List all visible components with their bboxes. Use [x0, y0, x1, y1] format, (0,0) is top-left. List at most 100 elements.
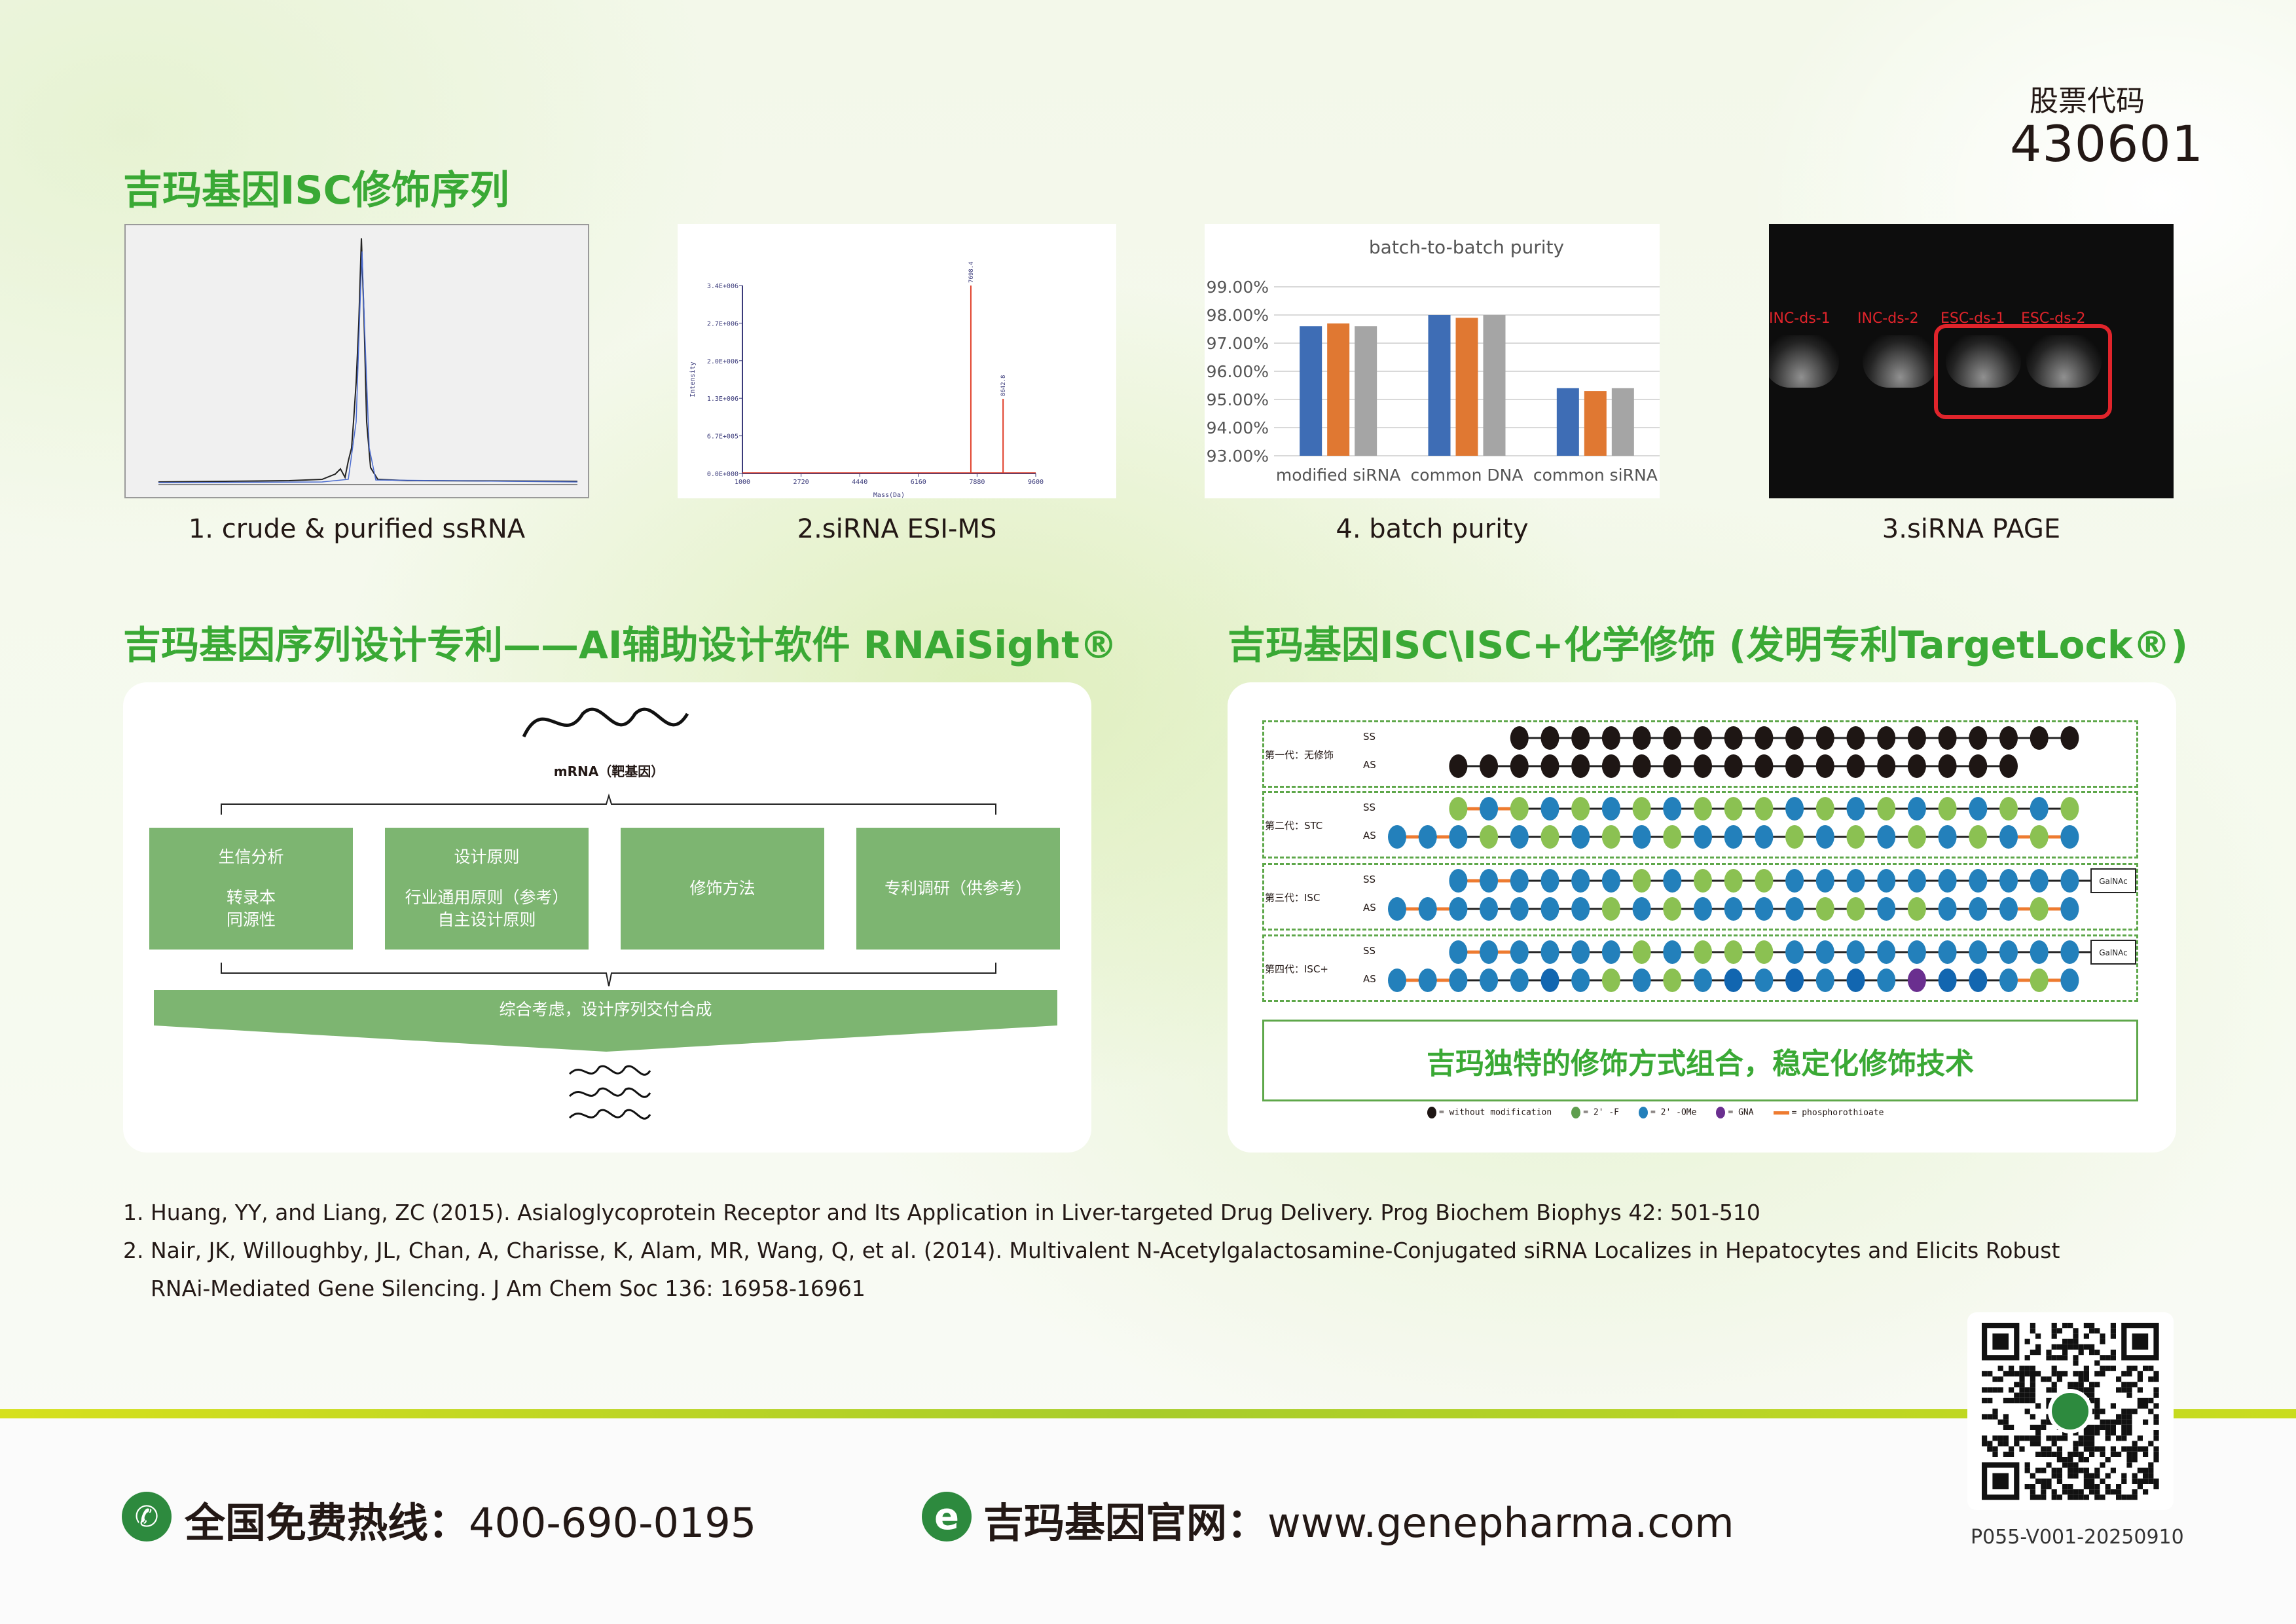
- qr-module: [2148, 1473, 2154, 1479]
- nucleotide: [1724, 797, 1743, 821]
- legend-dot: [1571, 1107, 1581, 1118]
- qr-module: [2030, 1441, 2035, 1447]
- qr-module: [2105, 1489, 2111, 1495]
- nucleotide: [1663, 825, 1682, 849]
- lane-label: INC-ds-1: [1769, 310, 1831, 327]
- y-tick-label: 0.0E+000: [707, 471, 738, 478]
- batch-purity-image: batch-to-batch purity 93.00% 94.00% 95.00% 9…: [1205, 224, 1660, 498]
- legend-dot: [1638, 1107, 1648, 1118]
- y-tick-label: 96.00%: [1207, 362, 1269, 381]
- qr-module: [2089, 1392, 2095, 1398]
- y-tick-label: 98.00%: [1207, 306, 1269, 325]
- nucleotide: [2030, 869, 2049, 893]
- qr-module: [2153, 1392, 2159, 1398]
- nucleotide: [1694, 825, 1712, 849]
- qr-module: [2062, 1350, 2068, 1356]
- qr-module: [2083, 1494, 2089, 1500]
- nucleotide: [1724, 969, 1743, 992]
- nucleotide: [2060, 825, 2079, 849]
- qr-module: [2121, 1446, 2127, 1452]
- qr-module: [2116, 1451, 2122, 1457]
- generation-label: 第一代：无修饰: [1265, 749, 1334, 761]
- qr-module: [2137, 1446, 2143, 1452]
- nucleotide: [1907, 897, 1926, 921]
- qr-module: [2132, 1451, 2138, 1457]
- qr-module: [2094, 1350, 2100, 1356]
- qr-module: [2105, 1355, 2111, 1361]
- category-label: common DNA: [1411, 466, 1523, 485]
- nucleotide: [1907, 797, 1926, 821]
- qr-module: [2110, 1323, 2116, 1329]
- qr-module: [1992, 1414, 1998, 1420]
- nucleotide: [1480, 869, 1499, 893]
- qr-module: [2014, 1392, 2020, 1398]
- qr-module: [2089, 1430, 2095, 1436]
- hotline-label: 全国免费热线：: [185, 1499, 469, 1547]
- qr-module: [2068, 1338, 2073, 1344]
- qr-module: [2132, 1489, 2138, 1495]
- flow-box-title: 设计原则: [454, 847, 520, 866]
- qr-module: [2121, 1424, 2127, 1430]
- nucleotide: [1601, 940, 1620, 964]
- galnac-label: GalNAc: [2099, 948, 2128, 957]
- qr-module: [2062, 1344, 2068, 1350]
- nucleotide: [1480, 969, 1499, 992]
- nucleotide: [1694, 869, 1712, 893]
- nucleotide: [2030, 940, 2049, 964]
- nucleotide: [1969, 869, 1988, 893]
- nucleotide: [1601, 726, 1620, 750]
- nucleotide: [1999, 825, 2018, 849]
- category-label: modified siRNA: [1276, 466, 1401, 485]
- qr-module: [2019, 1376, 2025, 1382]
- qr-module: [2068, 1467, 2073, 1473]
- qr-module: [2046, 1376, 2052, 1382]
- qr-module: [2014, 1382, 2020, 1388]
- qr-module: [2094, 1494, 2100, 1500]
- qr-module: [2062, 1484, 2068, 1490]
- qr-module: [2126, 1419, 2132, 1425]
- nucleotide: [1632, 726, 1651, 750]
- qr-module: [1992, 1446, 1998, 1452]
- legend-item: = 2' -OMe: [1638, 1107, 1696, 1118]
- nucleotide: [1785, 940, 1804, 964]
- nucleotide: [1449, 897, 1468, 921]
- qr-module: [2143, 1419, 2149, 1425]
- nucleotide: [1877, 897, 1896, 921]
- qr-module: [2100, 1446, 2105, 1452]
- qr-finder-center: [1992, 1333, 2009, 1350]
- qr-module: [1982, 1387, 1988, 1393]
- nucleotide: [1999, 869, 2018, 893]
- qr-module: [1992, 1451, 1998, 1457]
- qr-module: [2046, 1451, 2052, 1457]
- gel-band: [1946, 335, 2021, 388]
- qr-module: [2014, 1441, 2020, 1447]
- qr-module: [2030, 1392, 2035, 1398]
- qr-module: [1982, 1371, 1988, 1376]
- qr-module: [2105, 1473, 2111, 1479]
- nucleotide: [1632, 825, 1651, 849]
- qr-module: [2019, 1365, 2025, 1371]
- qr-module: [2094, 1414, 2100, 1420]
- qr-module: [2089, 1484, 2095, 1490]
- qr-module: [2062, 1462, 2068, 1468]
- website-link[interactable]: www.genepharma.com: [1267, 1499, 1734, 1547]
- qr-module: [2083, 1376, 2089, 1382]
- nucleotide: [1755, 797, 1774, 821]
- qr-module: [2073, 1451, 2079, 1457]
- qr-module: [2126, 1409, 2132, 1414]
- qr-module: [2030, 1350, 2035, 1356]
- qr-module: [2024, 1462, 2030, 1468]
- legend-text: = without modification: [1439, 1107, 1552, 1118]
- qr-module: [2003, 1419, 2009, 1425]
- qr-module: [2030, 1414, 2035, 1420]
- nucleotide: [1418, 825, 1437, 849]
- qr-module: [2078, 1489, 2084, 1495]
- qr-module: [2143, 1446, 2149, 1452]
- page-gel-image: INC-ds-1 INC-ds-2 ESC-ds-1 ESC-ds-2: [1769, 224, 2174, 498]
- peak-label: 8642.8: [1000, 375, 1007, 397]
- qr-module: [2153, 1484, 2159, 1490]
- nucleotide: [1755, 897, 1774, 921]
- qr-module: [1997, 1435, 2003, 1441]
- qr-module: [2089, 1446, 2095, 1452]
- qr-module: [2019, 1371, 2025, 1376]
